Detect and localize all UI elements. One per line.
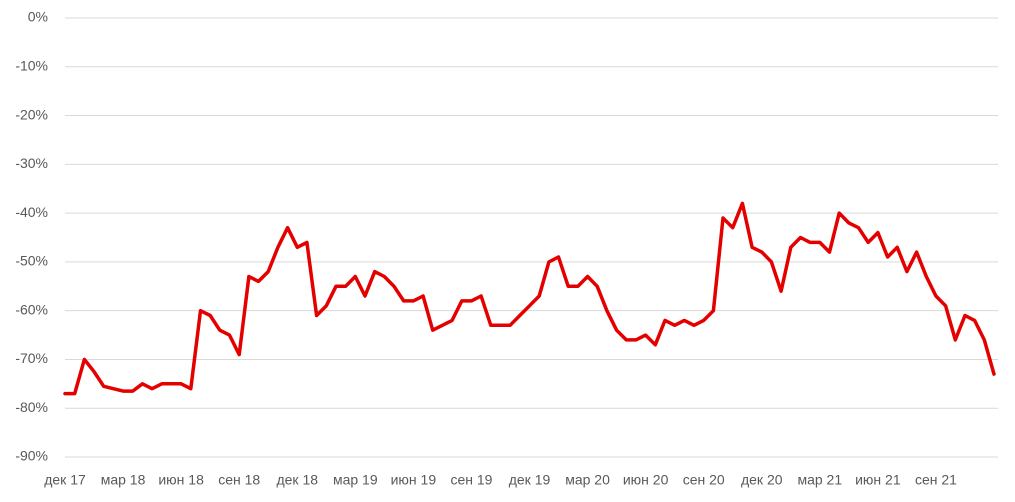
x-tick-label: дек 18 [276,472,318,488]
x-tick-label: мар 20 [565,472,610,488]
x-tick-label: сен 21 [915,472,957,488]
x-tick-label: июн 18 [158,472,204,488]
y-tick-label: -50% [15,253,48,269]
x-tick-label: мар 18 [101,472,146,488]
x-tick-label: дек 17 [44,472,86,488]
y-tick-label: -30% [15,155,48,171]
x-tick-label: сен 18 [218,472,260,488]
y-tick-label: 0% [28,9,48,25]
y-tick-label: -10% [15,57,48,73]
x-tick-label: мар 19 [333,472,378,488]
y-tick-label: -60% [15,301,48,317]
x-tick-label: сен 20 [683,472,725,488]
x-tick-label: июн 19 [391,472,437,488]
y-tick-label: -40% [15,204,48,220]
y-tick-label: -80% [15,399,48,415]
y-tick-label: -90% [15,448,48,464]
x-tick-label: мар 21 [797,472,842,488]
y-tick-label: -70% [15,350,48,366]
x-tick-label: дек 19 [509,472,551,488]
y-tick-label: -20% [15,106,48,122]
x-tick-label: июн 20 [623,472,669,488]
x-tick-label: июн 21 [855,472,901,488]
x-tick-label: дек 20 [741,472,783,488]
x-tick-label: сен 19 [450,472,492,488]
data-line [63,201,996,396]
